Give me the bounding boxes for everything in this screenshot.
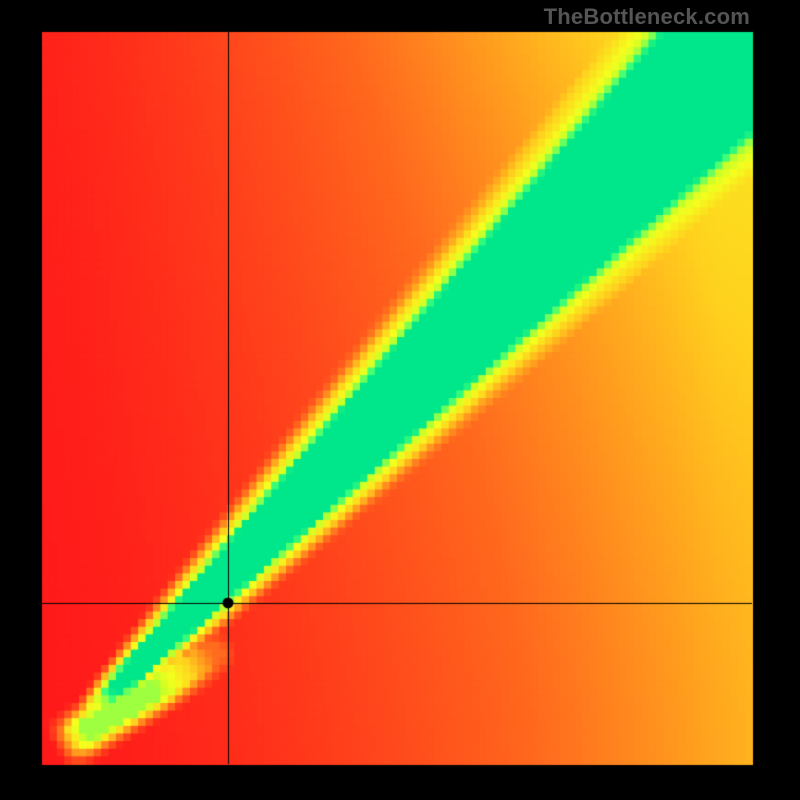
watermark-text: TheBottleneck.com [544, 4, 750, 30]
overlay-canvas [0, 0, 800, 800]
